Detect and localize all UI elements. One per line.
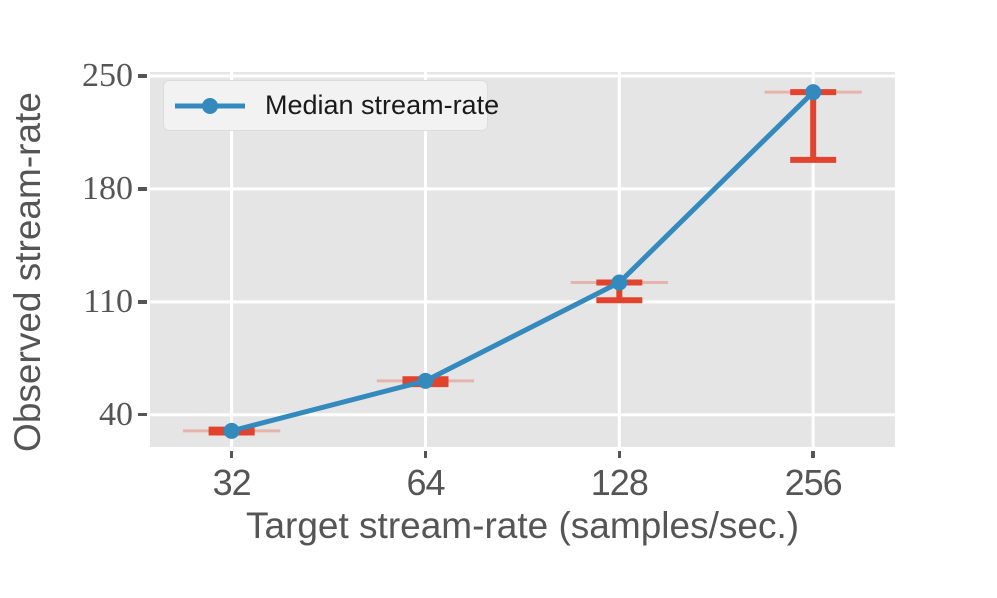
- y-tick-label: 40: [99, 395, 133, 433]
- x-tick-label: 32: [212, 462, 252, 503]
- legend-label: Median stream-rate: [265, 90, 500, 120]
- y-tick-mark: [138, 74, 147, 78]
- x-axis-label: Target stream-rate (samples/sec.): [245, 505, 800, 546]
- x-tick-label: 256: [784, 462, 843, 503]
- y-tick-label: 180: [82, 169, 133, 207]
- legend-line-marker-icon: [175, 97, 245, 114]
- x-tick-label: 64: [406, 462, 445, 503]
- y-tick-mark: [138, 412, 147, 417]
- x-tick-mark: [423, 451, 428, 458]
- data-point-marker: [417, 372, 434, 389]
- x-tick-mark: [811, 451, 815, 458]
- y-tick-label: 250: [82, 57, 133, 95]
- x-tick-mark: [229, 451, 234, 458]
- y-tick-mark: [138, 187, 147, 191]
- data-point-marker: [223, 422, 240, 439]
- data-point-marker: [611, 274, 628, 291]
- y-tick-mark: [138, 300, 147, 304]
- legend: Median stream-rate: [163, 80, 499, 131]
- data-point-marker: [805, 84, 822, 101]
- y-tick-label: 110: [83, 282, 133, 320]
- x-tick-label: 128: [590, 462, 649, 503]
- x-tick-mark: [617, 451, 622, 458]
- median-line: [230, 90, 815, 434]
